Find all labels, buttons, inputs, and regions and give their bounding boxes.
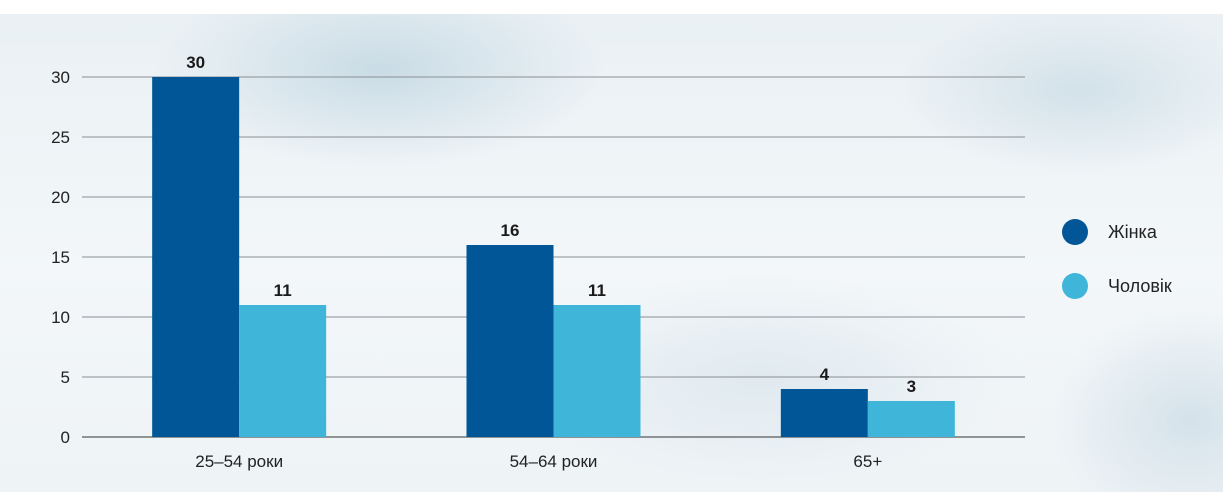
y-axis-ticks: 0 5 10 15 20 25 30 [51, 68, 70, 447]
x-category-label: 54–64 роки [510, 452, 598, 471]
legend-label-men: Чоловік [1108, 275, 1172, 296]
legend: Жінка Чоловік [1062, 215, 1172, 323]
data-label: 3 [907, 377, 916, 396]
data-labels: 30 11 16 11 4 3 [186, 53, 916, 396]
bar-women [466, 245, 554, 437]
legend-swatch-men [1062, 273, 1088, 299]
y-tick-label: 20 [51, 188, 70, 207]
bar-women [152, 77, 240, 437]
y-tick-label: 10 [51, 308, 70, 327]
x-axis-categories: 25–54 роки 54–64 роки 65+ [195, 452, 882, 471]
legend-swatch-women [1062, 219, 1088, 245]
data-label: 30 [186, 53, 205, 72]
bar-men [867, 401, 955, 437]
bar-men [239, 305, 327, 437]
x-category-label: 25–54 роки [195, 452, 283, 471]
data-label: 11 [588, 281, 606, 300]
bars [152, 77, 955, 437]
y-tick-label: 25 [51, 128, 70, 147]
top-strip [0, 0, 1223, 14]
data-label: 11 [274, 281, 292, 300]
y-tick-label: 15 [51, 248, 70, 267]
y-tick-label: 0 [61, 428, 70, 447]
legend-item-men: Чоловік [1062, 269, 1172, 303]
data-label: 4 [820, 365, 830, 384]
bar-women [780, 389, 868, 437]
bar-men [553, 305, 641, 437]
y-tick-label: 5 [61, 368, 70, 387]
legend-label-women: Жінка [1108, 221, 1157, 242]
x-category-label: 65+ [853, 452, 882, 471]
y-tick-label: 30 [51, 68, 70, 87]
legend-item-women: Жінка [1062, 215, 1172, 249]
data-label: 16 [501, 221, 520, 240]
